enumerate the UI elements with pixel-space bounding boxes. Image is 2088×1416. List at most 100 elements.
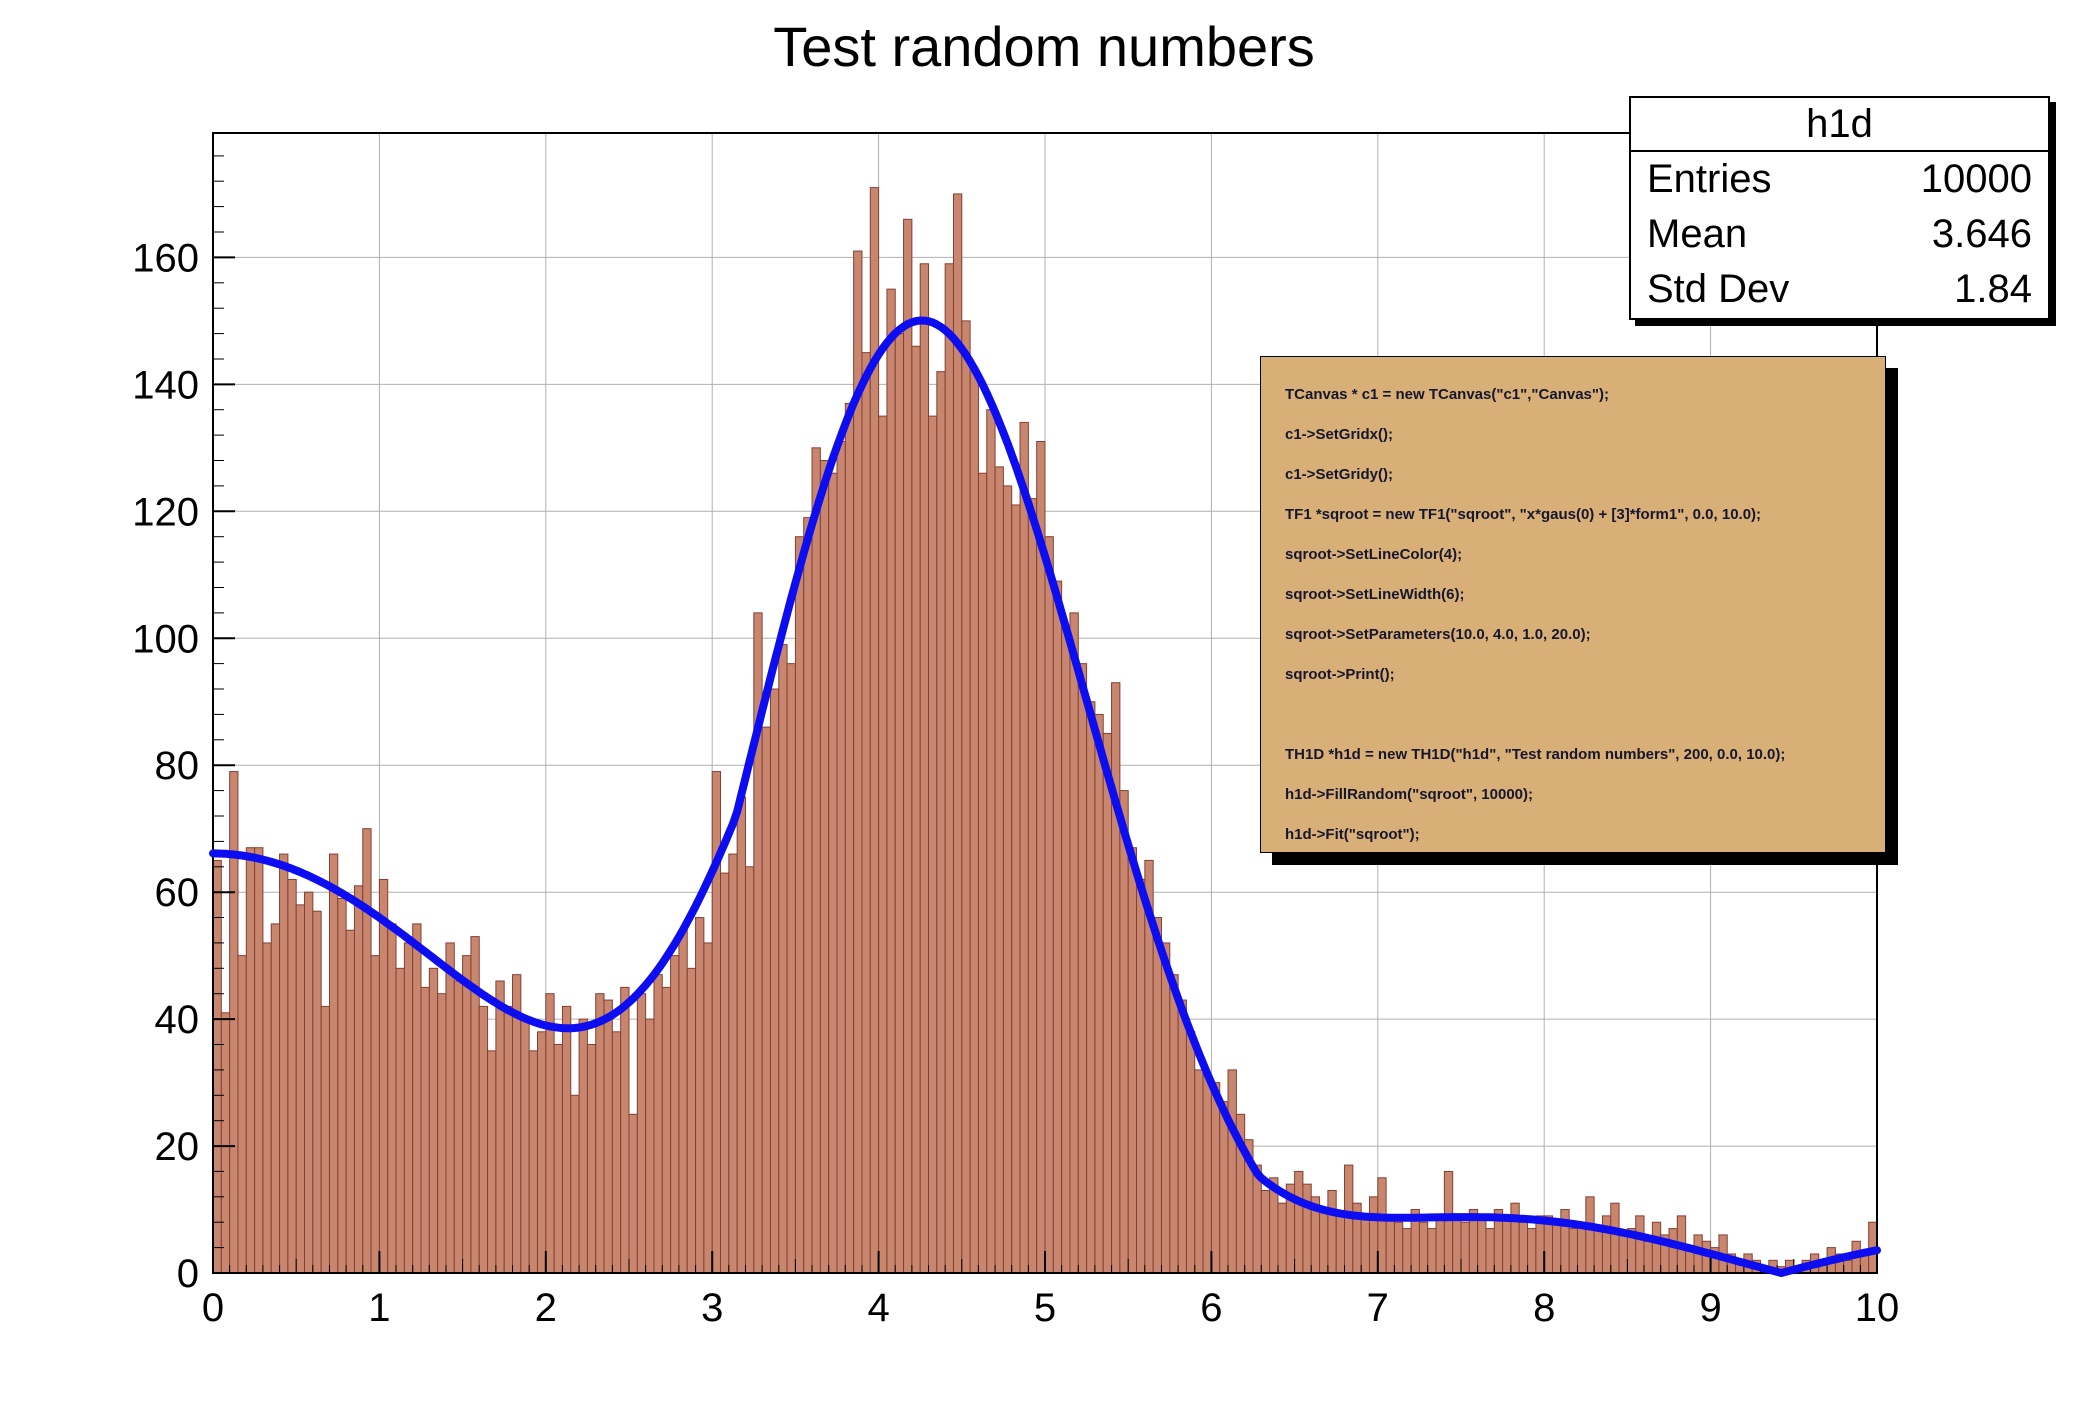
histogram-bin — [1177, 999, 1187, 1274]
histogram-bin — [1518, 1221, 1529, 1274]
x-tick-label: 2 — [535, 1286, 557, 1330]
histogram-bin — [1368, 1196, 1379, 1274]
histogram-bin — [254, 847, 264, 1274]
histogram-bin — [1668, 1228, 1678, 1274]
y-tick-label: 120 — [132, 490, 199, 534]
fit-curve — [209, 316, 1881, 1277]
histogram-bin — [1327, 1189, 1337, 1274]
histogram-bin — [1643, 1240, 1653, 1274]
histogram-bin — [986, 409, 996, 1274]
histogram-bin — [337, 898, 347, 1274]
histogram-bin — [1160, 942, 1171, 1274]
histogram-bin — [836, 440, 846, 1274]
histogram-bin — [778, 644, 788, 1274]
x-tick-label: 1 — [368, 1286, 390, 1330]
histogram-bin — [744, 866, 755, 1274]
stats-value-entries: 10000 — [1920, 157, 2032, 201]
histogram-bin — [1576, 1221, 1587, 1274]
stats-label-stddev: Std Dev — [1647, 267, 1790, 311]
histogram-bin — [1219, 1101, 1229, 1274]
histogram-bin — [1169, 974, 1179, 1274]
histogram-bin — [636, 993, 647, 1274]
histogram-bin — [919, 263, 930, 1274]
code-line: h1d->Fit("sqroot"); — [1285, 826, 1420, 843]
histogram-bin — [1635, 1215, 1645, 1274]
x-tick-label: 0 — [202, 1286, 224, 1330]
histogram-bin — [994, 466, 1004, 1274]
histogram-bin — [1052, 580, 1063, 1274]
histogram-bin — [320, 1005, 330, 1274]
y-tick-label: 140 — [132, 363, 199, 407]
code-line: TCanvas * c1 = new TCanvas("c1","Canvas"… — [1285, 386, 1609, 403]
histogram-bin — [769, 688, 780, 1274]
histogram-bin — [378, 878, 389, 1274]
histogram-bin — [1393, 1221, 1404, 1274]
histogram-bin — [603, 999, 613, 1274]
histogram-bin — [1302, 1183, 1312, 1274]
histogram-bin — [237, 955, 247, 1274]
histogram-bin — [245, 847, 256, 1274]
histogram-bin — [670, 955, 680, 1274]
y-tick-label: 160 — [132, 236, 199, 280]
histogram-bin — [1377, 1177, 1387, 1274]
histogram-bin — [1568, 1228, 1578, 1274]
histogram-bin — [1027, 498, 1038, 1274]
histogram-bin — [1202, 1075, 1212, 1274]
histogram-bin — [1119, 790, 1129, 1274]
histogram-bin — [412, 923, 422, 1274]
histogram-bin — [262, 942, 272, 1274]
histogram-bin — [928, 415, 938, 1274]
x-tick-label: 6 — [1200, 1286, 1222, 1330]
histogram-bin — [295, 904, 306, 1274]
histogram-bin — [287, 878, 297, 1274]
y-tick-label: 40 — [155, 998, 200, 1042]
histogram-bin — [561, 1005, 572, 1274]
histogram-bin — [1185, 1031, 1196, 1274]
histogram-bin — [1610, 1202, 1620, 1274]
histogram-bin — [803, 517, 813, 1274]
x-tick-label: 3 — [701, 1286, 723, 1330]
histogram-bin — [1402, 1228, 1412, 1274]
histogram-bin — [703, 942, 713, 1274]
histogram-bin — [878, 415, 888, 1274]
histogram-bin — [977, 472, 988, 1274]
histogram-bin — [1011, 504, 1021, 1274]
stats-row-entries: Entries 10000 — [1631, 152, 2048, 207]
stats-label-mean: Mean — [1647, 212, 1748, 256]
code-line: TH1D *h1d = new TH1D("h1d", "Test random… — [1285, 746, 1786, 763]
histogram-bin — [1094, 713, 1104, 1274]
code-pave-box: TCanvas * c1 = new TCanvas("c1","Canvas"… — [1260, 356, 1886, 853]
histogram-bin — [478, 1005, 489, 1274]
code-line: sqroot->Print(); — [1285, 666, 1395, 683]
histogram-bin — [304, 891, 314, 1274]
histogram-bin — [761, 726, 771, 1274]
histogram-bin — [1452, 1215, 1462, 1274]
histogram-bin — [1294, 1170, 1304, 1274]
histogram-bin — [1260, 1189, 1271, 1274]
histogram-bin — [1427, 1228, 1437, 1274]
histogram-bin — [270, 923, 281, 1274]
histogram-bin — [1443, 1170, 1454, 1274]
y-tick-label: 60 — [155, 871, 200, 915]
histogram-bin — [328, 853, 339, 1274]
histogram-bin — [520, 1018, 530, 1274]
histogram-bin — [453, 980, 464, 1274]
histogram-bin — [1552, 1221, 1562, 1274]
histogram-bin — [1277, 1202, 1287, 1274]
stats-box: h1d Entries 10000 Mean 3.646 Std Dev 1.8… — [1629, 96, 2050, 320]
histogram-bin — [620, 986, 630, 1274]
histogram-bin — [1460, 1221, 1470, 1274]
histogram-bin — [362, 828, 372, 1274]
histogram-bin — [1618, 1234, 1628, 1274]
histogram-bin — [1435, 1215, 1445, 1274]
histogram-bin — [1102, 732, 1113, 1274]
y-tick-label: 100 — [132, 617, 199, 661]
stats-value-stddev: 1.84 — [1954, 267, 2032, 311]
histogram-bin — [628, 1113, 638, 1274]
x-tick-label: 9 — [1699, 1286, 1721, 1330]
histogram-bin — [903, 218, 913, 1274]
histogram-bin — [279, 853, 289, 1274]
histogram-bin — [736, 796, 746, 1274]
